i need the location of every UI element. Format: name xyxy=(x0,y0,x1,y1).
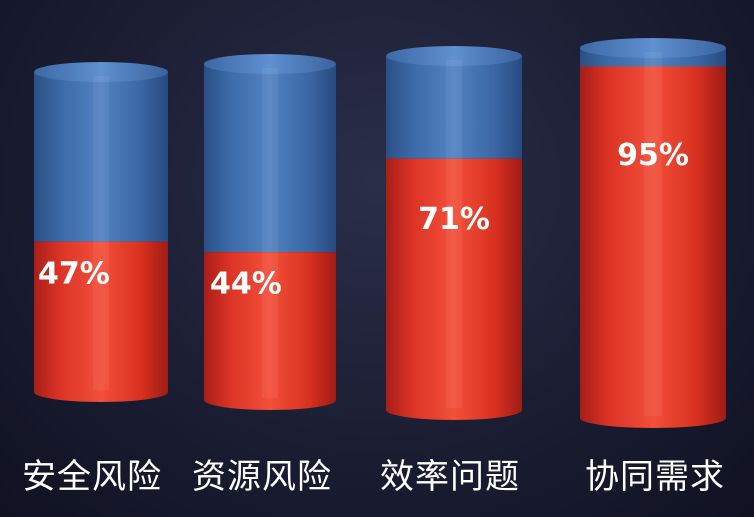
cylinder-base-3 xyxy=(580,408,726,428)
category-label-0: 安全风险 xyxy=(22,457,162,497)
cylinder-bar-2: 71% xyxy=(386,46,522,420)
cylinder-base-0 xyxy=(34,382,168,402)
cylinder-highlight-0 xyxy=(92,76,110,390)
value-segment-0 xyxy=(34,241,168,392)
cylinder-top-2 xyxy=(386,46,522,66)
value-segment-2 xyxy=(386,158,522,410)
cylinder-base-1 xyxy=(204,390,336,410)
cylinder-top-3 xyxy=(580,38,726,58)
remainder-segment-0 xyxy=(34,72,168,242)
value-label-3: 95% xyxy=(617,138,689,173)
cylinder-bar-1: 44% xyxy=(204,54,336,410)
value-label-0: 47% xyxy=(38,257,110,292)
cylinder-highlight-2 xyxy=(445,60,463,408)
value-label-2: 71% xyxy=(418,202,490,237)
cylinder-top-1 xyxy=(204,54,336,74)
cylinder-base-2 xyxy=(386,400,522,420)
cylinder-bar-3: 95% xyxy=(580,38,726,428)
category-label-3: 协同需求 xyxy=(585,457,725,497)
cylinder-top-0 xyxy=(34,62,168,82)
cylinder-highlight-3 xyxy=(644,52,662,416)
value-segment-1 xyxy=(204,252,336,400)
value-label-1: 44% xyxy=(210,267,282,302)
cylinder-bar-0: 47% xyxy=(34,62,168,402)
value-segment-3 xyxy=(580,66,726,418)
remainder-segment-2 xyxy=(386,56,522,159)
category-label-2: 效率问题 xyxy=(380,457,520,497)
category-label-1: 资源风险 xyxy=(192,457,332,497)
remainder-segment-1 xyxy=(204,64,336,253)
cylinder-highlight-1 xyxy=(262,68,278,398)
